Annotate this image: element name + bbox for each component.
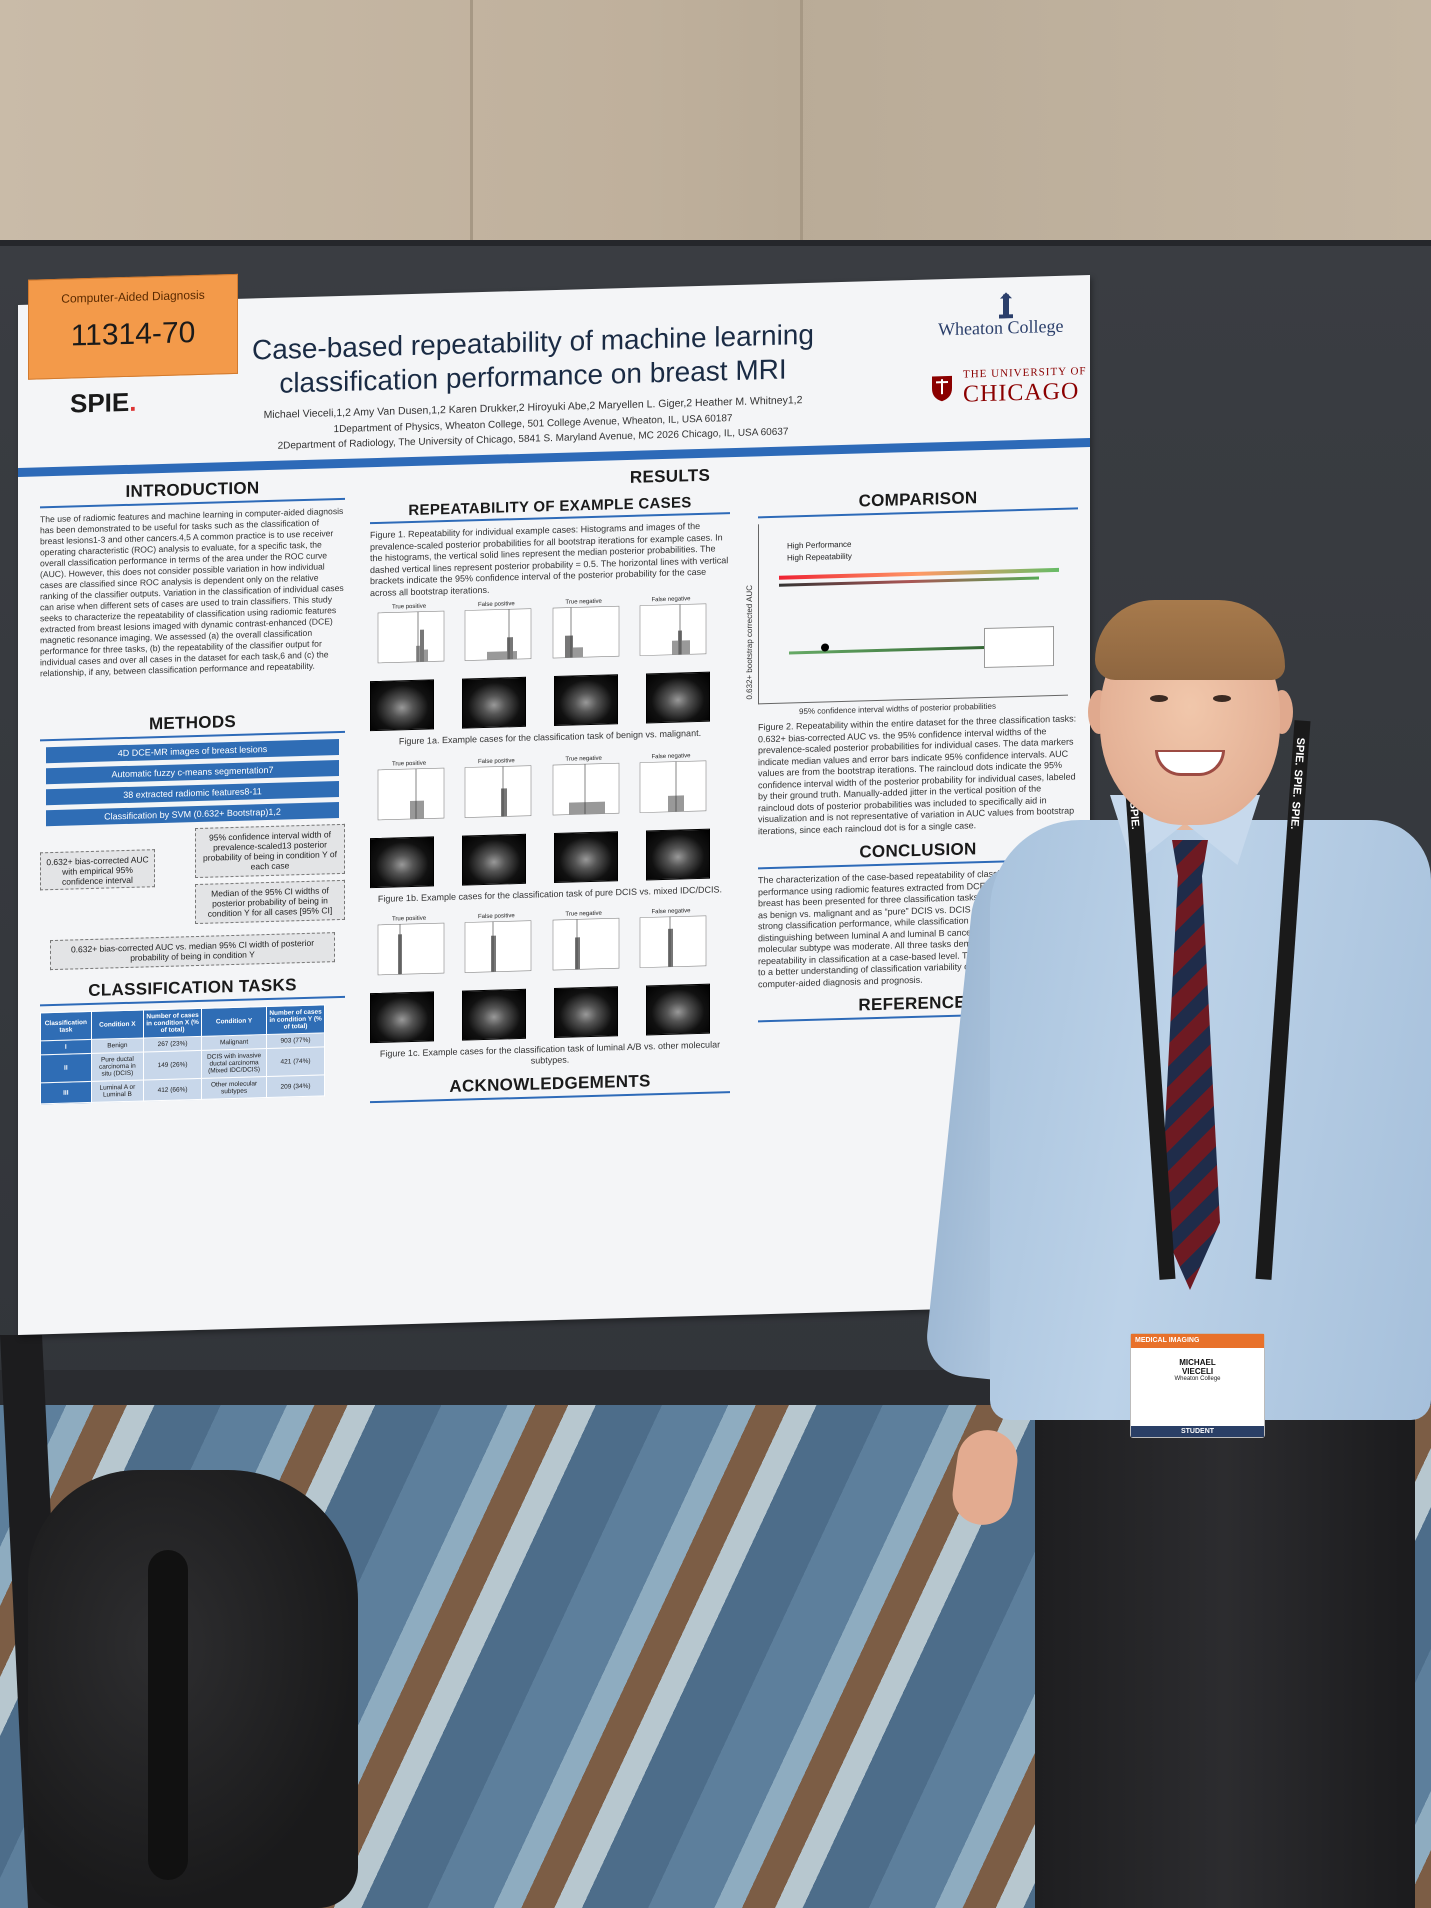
badge-first-name: MICHAEL — [1179, 1358, 1216, 1367]
classification-table: Classification task Condition X Number o… — [40, 1004, 325, 1104]
methods-step-1: 4D DCE-MR images of breast lesions — [46, 739, 339, 764]
mri-row-a — [370, 671, 710, 732]
name-badge: MEDICAL IMAGING MICHAEL VIECELI Wheaton … — [1130, 1333, 1265, 1438]
legend-high-repeatability: High Repeatability — [787, 551, 852, 563]
table-header: Condition X — [91, 1009, 144, 1040]
comparison-ylabel: 0.632+ bootstrap corrected AUC — [745, 584, 754, 700]
right-eye — [1213, 695, 1231, 702]
histogram: True negative — [545, 598, 623, 672]
wheaton-logo: Wheaton College — [938, 315, 1064, 340]
methods-median-box: Median of the 95% CI widths of posterior… — [195, 879, 345, 925]
badge-role: STUDENT — [1131, 1426, 1264, 1437]
histogram: False positive — [457, 601, 535, 675]
figure-1c-caption: Figure 1c. Example cases for the classif… — [379, 1039, 721, 1066]
presenter: SPIE.SPIE.SPIE. SPIE.SPIE.SPIE. MEDICAL … — [923, 600, 1431, 1908]
middle-column: RESULTS REPEATABILITY OF EXAMPLE CASES F… — [370, 465, 730, 1109]
badge-school: Wheaton College — [1174, 1376, 1221, 1382]
mri-image — [554, 674, 618, 727]
histogram-row-b: True positive False positive True negati… — [370, 753, 710, 834]
mri-image — [370, 991, 434, 1044]
figure-1a-caption: Figure 1a. Example cases for the classif… — [398, 727, 702, 747]
backpack — [28, 1470, 358, 1908]
acknowledgements-title: ACKNOWLEDGEMENTS — [370, 1069, 730, 1104]
figure-1b-caption: Figure 1b. Example cases for the classif… — [377, 884, 723, 904]
histogram: True negative — [545, 910, 623, 984]
trousers — [1035, 1380, 1415, 1908]
mri-image — [462, 833, 526, 886]
histogram: True positive — [370, 603, 448, 677]
methods-step-3: 38 extracted radiomic features8-11 — [46, 781, 339, 806]
classification-tasks-title: CLASSIFICATION TASKS — [40, 973, 345, 1007]
mri-image — [370, 836, 434, 889]
introduction-title: INTRODUCTION — [40, 475, 345, 509]
introduction-text: The use of radiomic features and machine… — [40, 505, 344, 679]
poster-header: Case-based repeatability of machine lear… — [18, 275, 1090, 477]
table-header: Classification task — [40, 1011, 92, 1041]
badge-header: MEDICAL IMAGING — [1131, 1334, 1264, 1348]
hair — [1095, 600, 1285, 680]
spie-logo: SPIE. — [70, 386, 137, 419]
table-header: Condition Y — [201, 1006, 267, 1037]
histogram: False negative — [632, 753, 710, 827]
mri-image — [646, 671, 710, 724]
left-column: INTRODUCTION The use of radiomic feature… — [40, 475, 345, 1105]
table-header: Number of cases in condition Y (% of tot… — [266, 1004, 325, 1035]
research-poster: Case-based repeatability of machine lear… — [18, 273, 1090, 1335]
left-eye — [1150, 695, 1168, 702]
figure1-text: Figure 1. Repeatability for individual e… — [370, 520, 729, 598]
results-title: RESULTS — [629, 465, 711, 487]
poster-id-tag: Computer-Aided Diagnosis 11314-70 — [28, 273, 238, 380]
methods-result-box: 0.632+ bias-corrected AUC vs. median 95%… — [50, 932, 335, 971]
table-header: Number of cases in condition X (% of tot… — [143, 1008, 202, 1038]
mri-image — [462, 988, 526, 1041]
histogram-row-c: True positive False positive True negati… — [370, 908, 710, 989]
repeatability-title: REPEATABILITY OF EXAMPLE CASES — [370, 493, 730, 525]
mri-image — [554, 831, 618, 884]
mri-image — [646, 983, 710, 1036]
legend-high-performance: High Performance — [787, 539, 852, 551]
methods-title: METHODS — [40, 708, 345, 742]
mri-image — [554, 986, 618, 1039]
uchicago-logo: CHICAGO — [963, 378, 1080, 408]
mri-image — [646, 828, 710, 881]
comparison-title: COMPARISON — [758, 485, 1078, 519]
methods-step-4: Classification by SVM (0.632+ Bootstrap)… — [46, 802, 339, 827]
wheaton-tower-icon — [999, 292, 1013, 319]
poster-title: Case-based repeatability of machine lear… — [252, 318, 814, 399]
histogram: True positive — [370, 760, 448, 834]
mri-image — [462, 676, 526, 729]
mri-row-c — [370, 983, 710, 1044]
histogram: False negative — [632, 596, 710, 670]
badge-last-name: VIECELI — [1181, 1367, 1214, 1376]
histogram: True negative — [545, 755, 623, 829]
left-hand — [948, 1426, 1022, 1529]
uchicago-shield-icon — [932, 375, 952, 402]
histogram-row-a: True positive False positive True negati… — [370, 596, 710, 677]
histogram: False positive — [457, 758, 535, 832]
methods-auc-box: 0.632+ bias-corrected AUC with empirical… — [40, 849, 155, 891]
methods-step-2: Automatic fuzzy c-means segmentation7 — [46, 760, 339, 785]
methods-ci-box: 95% confidence interval width of prevale… — [195, 823, 345, 879]
histogram: True positive — [370, 915, 448, 989]
histogram: False positive — [457, 913, 535, 987]
mri-image — [370, 679, 434, 732]
histogram: False negative — [632, 908, 710, 982]
mri-row-b — [370, 828, 710, 889]
